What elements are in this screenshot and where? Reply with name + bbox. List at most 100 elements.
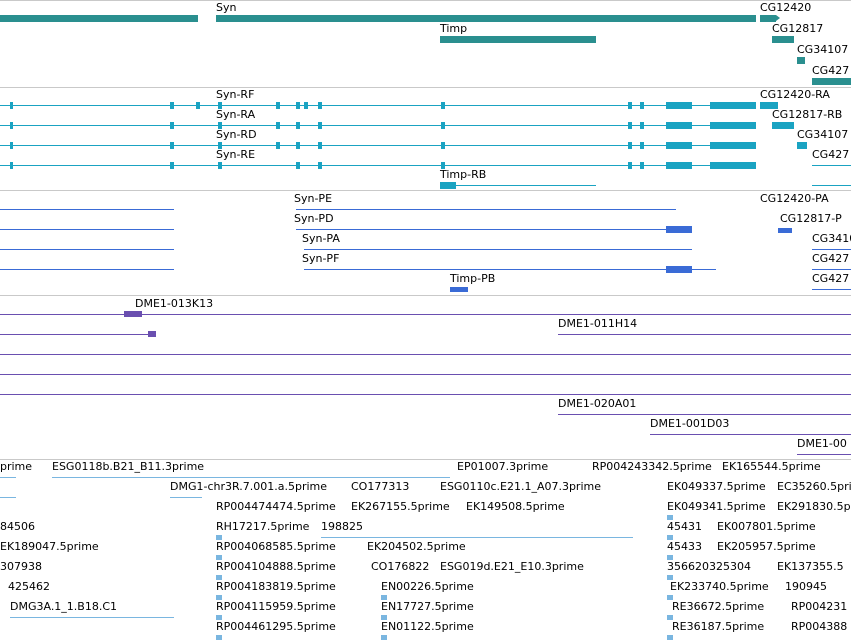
exon-block[interactable] [10,102,13,109]
exon-block[interactable] [640,162,644,169]
exon-block[interactable] [628,122,632,129]
exon-block[interactable] [666,122,692,129]
clone-line[interactable] [797,454,851,455]
clone-line[interactable] [558,414,851,415]
exon-block[interactable] [640,122,644,129]
exon-block[interactable] [276,142,280,149]
transcript-intron-line[interactable] [440,185,596,186]
exon-block[interactable] [296,142,300,149]
exon-block[interactable] [296,102,300,109]
transcript-intron-line[interactable] [0,125,756,126]
est-block[interactable] [667,575,673,580]
protein-line[interactable] [0,229,174,230]
protein-line[interactable] [296,209,676,210]
protein-line[interactable] [0,209,174,210]
cds-block[interactable] [450,287,468,292]
protein-line[interactable] [296,229,692,230]
exon-block[interactable] [441,142,445,149]
exon-block[interactable] [666,162,692,169]
exon-block[interactable] [318,102,322,109]
protein-line[interactable] [812,269,851,270]
est-line[interactable] [321,537,633,538]
protein-line[interactable] [0,269,174,270]
gene-feature-cg427[interactable] [812,78,851,85]
exon-block[interactable] [710,142,756,149]
exon-block[interactable] [441,162,445,169]
est-block[interactable] [216,535,222,540]
protein-line[interactable] [812,289,851,290]
est-block[interactable] [667,515,673,520]
transcript-intron-line[interactable] [812,165,851,166]
est-block[interactable] [216,615,222,620]
exon-block[interactable] [170,102,174,109]
est-block[interactable] [667,535,673,540]
protein-line[interactable] [304,269,716,270]
exon-block[interactable] [218,142,222,149]
exon-block[interactable] [640,142,644,149]
transcript-intron-line[interactable] [0,105,756,106]
est-block[interactable] [216,575,222,580]
est-block[interactable] [216,595,222,600]
exon-block[interactable] [170,122,174,129]
exon-block[interactable] [276,102,280,109]
est-block[interactable] [667,615,673,620]
exon-block[interactable] [628,162,632,169]
exon-block[interactable] [10,162,13,169]
exon-block[interactable] [318,122,322,129]
gene-feature-cg12420[interactable] [760,15,776,22]
exon-block[interactable] [628,102,632,109]
est-line[interactable] [170,497,202,498]
gene-feature-cg12817[interactable] [772,36,794,43]
cds-block[interactable] [666,266,692,273]
gene-feature-syn[interactable] [216,15,756,22]
transcript-feature[interactable] [772,122,794,129]
est-block[interactable] [667,595,673,600]
protein-line[interactable] [812,249,851,250]
transcript-intron-line[interactable] [0,165,756,166]
transcript-feature[interactable] [760,102,778,109]
est-block[interactable] [381,635,387,640]
clone-line[interactable] [650,434,851,435]
exon-block[interactable] [218,102,222,109]
est-block[interactable] [216,635,222,640]
est-block[interactable] [667,635,673,640]
gene-feature-timp[interactable] [440,36,596,43]
transcript-intron-line[interactable] [0,145,756,146]
est-block[interactable] [381,595,387,600]
exon-block[interactable] [218,122,222,129]
gene-feature-cg34107[interactable] [797,57,805,64]
clone-line[interactable] [558,334,851,335]
clone-end-block[interactable] [124,311,142,317]
est-line[interactable] [0,477,16,478]
exon-block[interactable] [318,162,322,169]
clone-line[interactable] [0,394,851,395]
exon-block[interactable] [666,102,692,109]
clone-line[interactable] [0,334,156,335]
exon-block[interactable] [276,122,280,129]
exon-block[interactable] [318,142,322,149]
cds-block[interactable] [666,226,692,233]
est-block[interactable] [667,555,673,560]
clone-line[interactable] [0,354,851,355]
exon-block[interactable] [170,162,174,169]
exon-block[interactable] [218,162,222,169]
exon-block[interactable] [441,102,445,109]
est-block[interactable] [381,615,387,620]
est-block[interactable] [216,555,222,560]
exon-block[interactable] [440,182,456,189]
exon-block[interactable] [10,122,13,129]
exon-block[interactable] [666,142,692,149]
exon-block[interactable] [296,122,300,129]
exon-block[interactable] [628,142,632,149]
clone-line[interactable] [0,314,851,315]
exon-block[interactable] [710,102,756,109]
clone-end-block[interactable] [148,331,156,337]
est-line[interactable] [10,617,174,618]
est-line[interactable] [0,497,16,498]
exon-block[interactable] [170,142,174,149]
exon-block[interactable] [710,162,756,169]
clone-line[interactable] [0,374,851,375]
exon-block[interactable] [196,102,200,109]
transcript-intron-line[interactable] [812,185,851,186]
exon-block[interactable] [296,162,300,169]
